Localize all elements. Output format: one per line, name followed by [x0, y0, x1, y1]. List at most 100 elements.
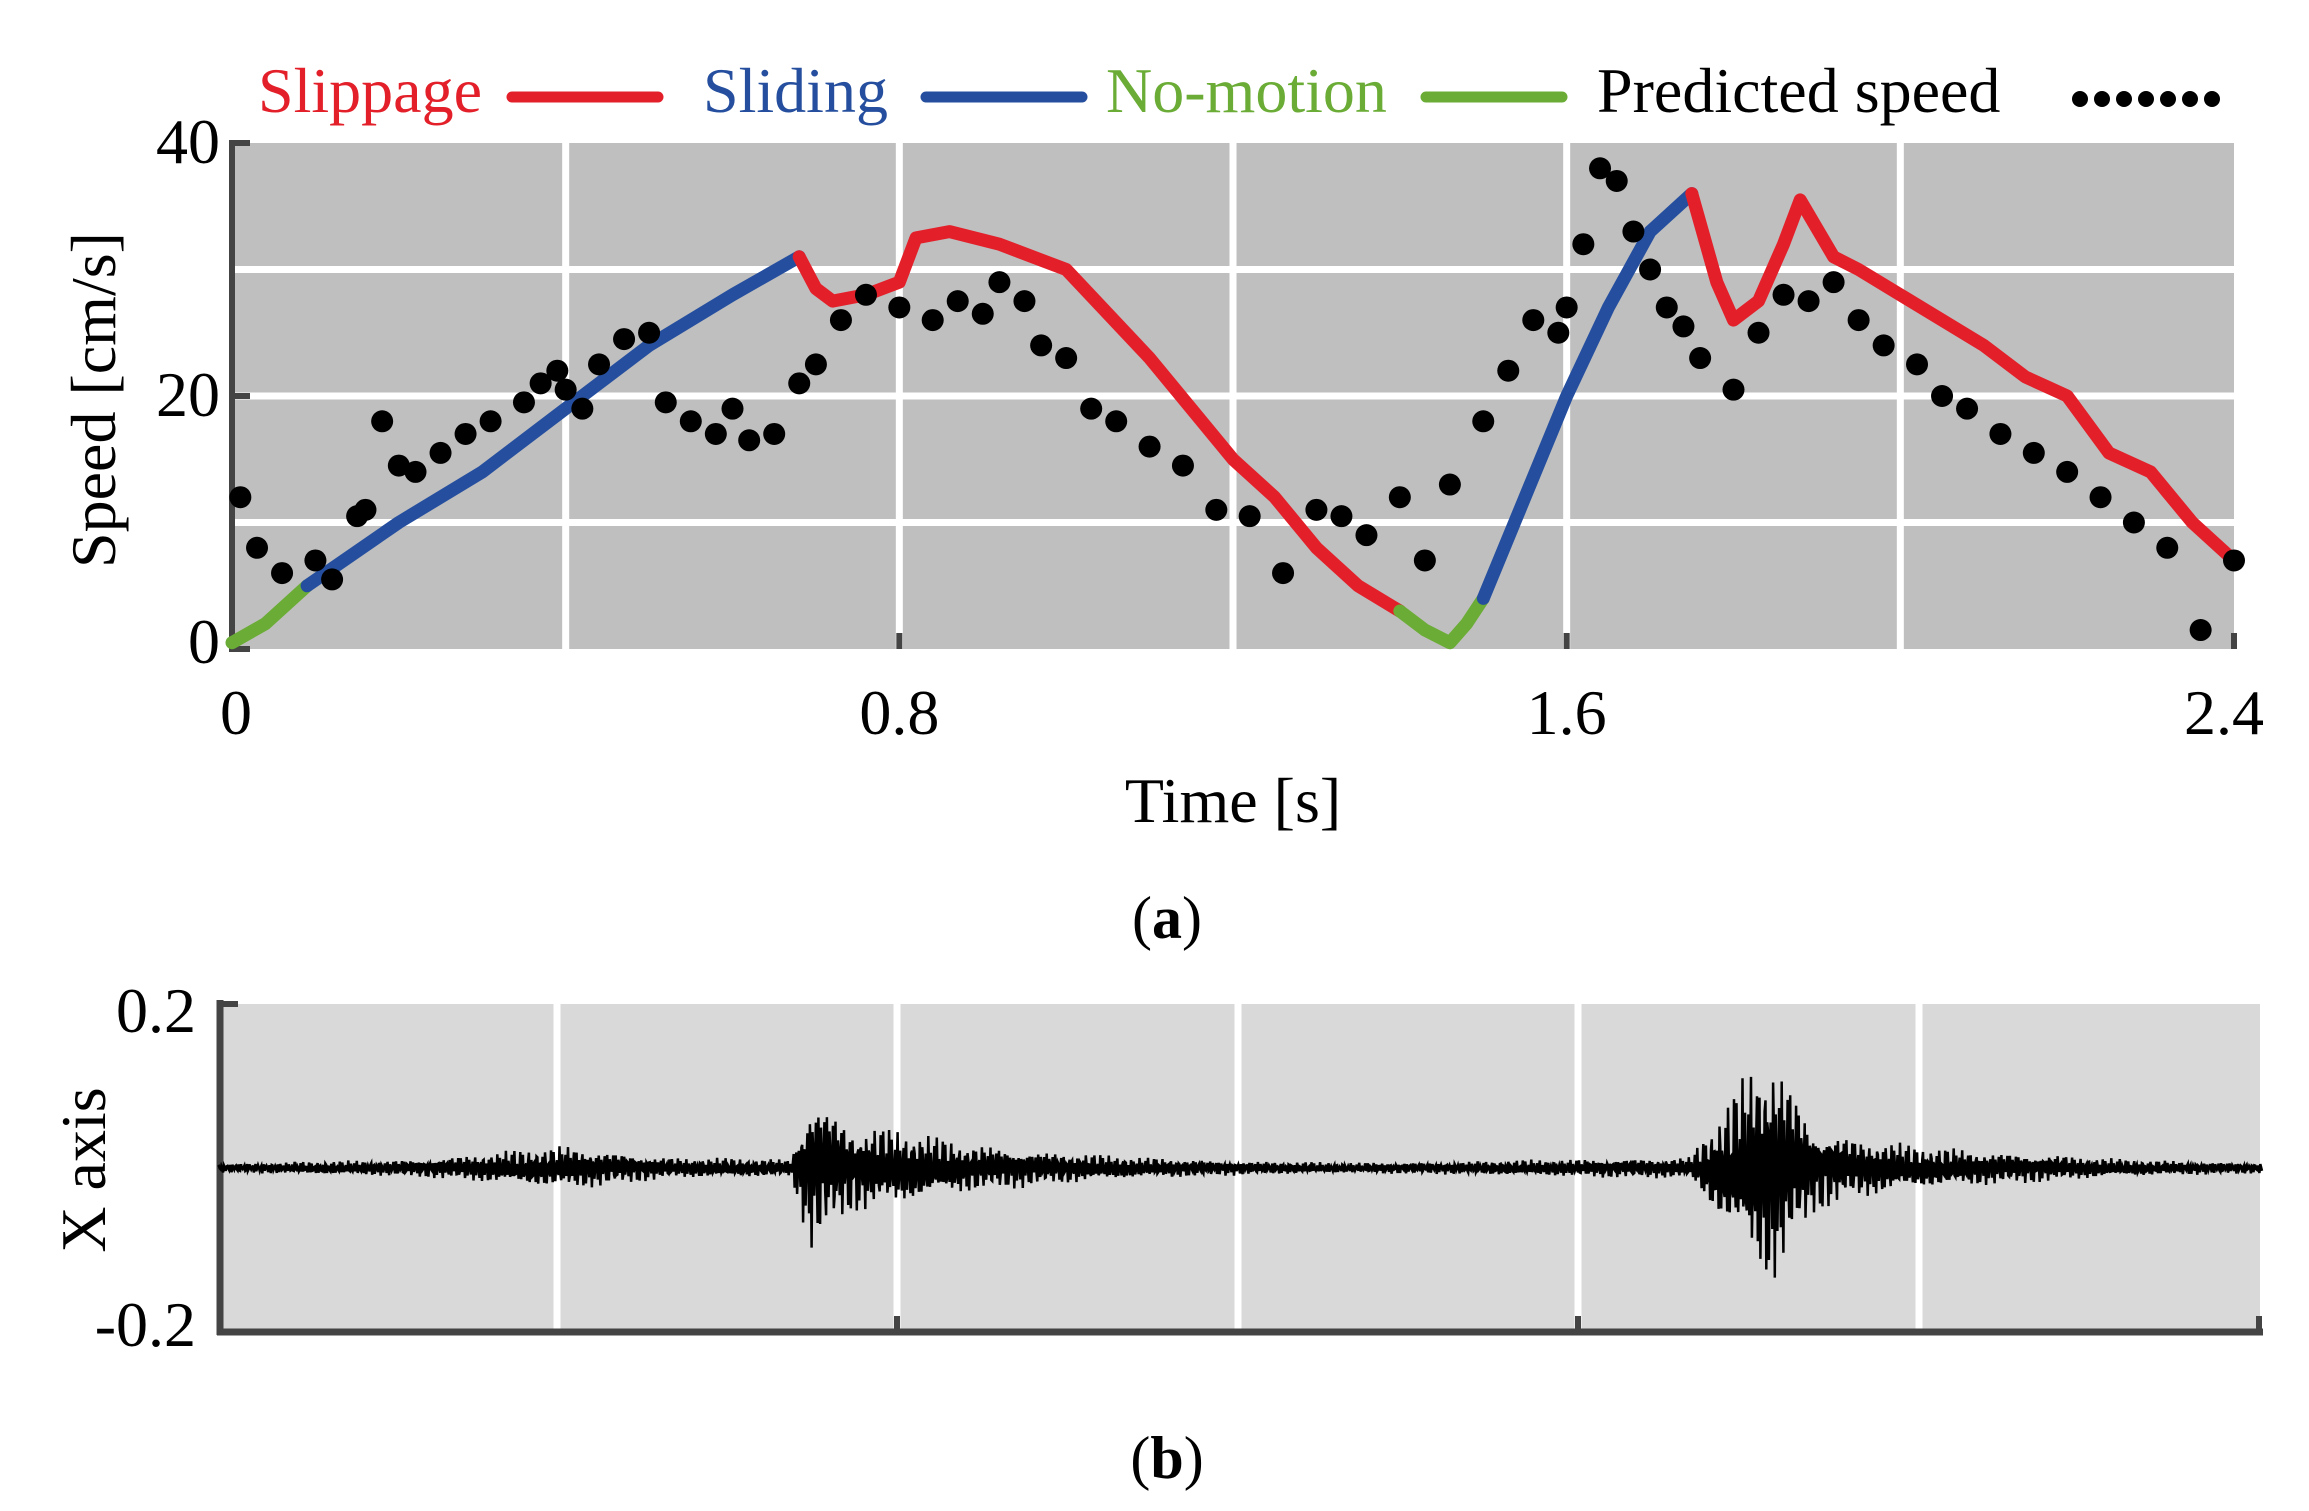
predicted-speed-point: [1055, 347, 1078, 370]
predicted-speed-point: [1030, 334, 1053, 357]
legend-dot: [2072, 91, 2088, 107]
x-axis-vibration-signal: [217, 1076, 2264, 1278]
predicted-speed-point: [704, 422, 727, 445]
predicted-speed-point: [1639, 258, 1662, 281]
predicted-speed-point: [1205, 498, 1228, 521]
legend-dot: [2094, 91, 2110, 107]
predicted-speed-point: [788, 372, 811, 395]
series-sliding: [1476, 187, 1699, 605]
predicted-speed-point: [1872, 334, 1895, 357]
series-no-motion: [1393, 591, 1490, 650]
legend-swatch-predicted-speed: [2072, 91, 2220, 107]
predicted-speed-point: [1589, 157, 1612, 180]
predicted-speed-point: [1472, 410, 1495, 433]
predicted-speed-point: [246, 536, 269, 559]
caption-b: (b): [1130, 1425, 1203, 1491]
predicted-speed-point: [1605, 169, 1628, 192]
predicted-speed-point: [679, 410, 702, 433]
legend-label-slippage: Slippage: [258, 55, 482, 126]
predicted-speed-point: [1138, 435, 1161, 458]
predicted-speed-point: [1522, 309, 1545, 332]
series-slippage: [1685, 187, 2241, 567]
predicted-speed-point: [1547, 321, 1570, 344]
predicted-speed-point: [1689, 347, 1712, 370]
predicted-speed-point: [2223, 549, 2245, 572]
y-tick-label: 0.2: [116, 975, 196, 1046]
predicted-speed-point: [429, 441, 452, 464]
speed-chart-series: [225, 187, 2241, 650]
predicted-speed-point: [546, 359, 569, 382]
predicted-speed-point: [888, 296, 911, 319]
legend-label-no-motion: No-motion: [1106, 55, 1387, 126]
predicted-speed-point: [1272, 562, 1295, 585]
speed-chart-y-axis-label: Speed [cm/s]: [58, 232, 129, 568]
x-axis-vibration-chart: -0.2 0.2 X axis (b): [48, 975, 2264, 1491]
predicted-speed-point: [1572, 233, 1595, 256]
predicted-speed-point: [1388, 486, 1411, 509]
speed-chart-legend: Slippage Sliding No-motion Predicted spe…: [258, 55, 2220, 126]
predicted-speed-point: [613, 328, 636, 351]
y-tick-label: 40: [156, 106, 220, 177]
y-tick-label: 20: [156, 359, 220, 430]
predicted-speed-point: [1413, 549, 1436, 572]
predicted-speed-point: [2189, 619, 2212, 642]
predicted-speed-point: [1305, 498, 1328, 521]
predicted-speed-point: [1747, 321, 1770, 344]
predicted-speed-point: [271, 562, 294, 585]
predicted-speed-point: [1655, 296, 1678, 319]
legend-dot: [2182, 91, 2198, 107]
predicted-speed-point: [1355, 524, 1378, 547]
predicted-speed-point: [2056, 460, 2079, 483]
predicted-speed-point: [1105, 410, 1128, 433]
legend-dot: [2160, 91, 2176, 107]
predicted-speed-point: [971, 302, 994, 325]
predicted-speed-point: [1772, 283, 1795, 306]
series-slippage: [792, 225, 1407, 618]
predicted-speed-point: [588, 353, 611, 376]
predicted-speed-point: [988, 271, 1011, 294]
predicted-speed-point: [1722, 378, 1745, 401]
predicted-speed-point: [2122, 511, 2145, 534]
predicted-speed-point: [1497, 359, 1520, 382]
predicted-speed-point: [1906, 353, 1929, 376]
predicted-speed-point: [921, 309, 944, 332]
legend-dot: [2204, 91, 2220, 107]
series-no-motion: [225, 579, 314, 650]
predicted-speed-point: [387, 454, 410, 477]
predicted-speed-point: [529, 372, 552, 395]
predicted-speed-point: [738, 429, 761, 452]
predicted-speed-point: [1438, 473, 1461, 496]
predicted-speed-point: [454, 422, 477, 445]
predicted-speed-dots: [229, 157, 2245, 642]
predicted-speed-point: [829, 309, 852, 332]
predicted-speed-point: [479, 410, 502, 433]
speed-chart: 0 20 40 0 0.8 1.6 2.4 Time [s] Speed [cm/s] S…: [58, 55, 2264, 951]
predicted-speed-point: [1672, 315, 1695, 338]
predicted-speed-point: [571, 397, 594, 420]
legend-label-predicted-speed: Predicted speed: [1597, 55, 2000, 126]
predicted-speed-point: [321, 568, 344, 591]
predicted-speed-point: [512, 391, 535, 414]
x-tick-label: 0.8: [859, 677, 939, 748]
predicted-speed-point: [638, 321, 661, 344]
predicted-speed-point: [2156, 536, 2179, 559]
predicted-speed-point: [229, 486, 252, 509]
predicted-speed-point: [763, 422, 786, 445]
predicted-speed-point: [371, 410, 394, 433]
series-sliding: [300, 250, 806, 593]
y-tick-label: 0: [188, 606, 220, 677]
speed-chart-x-axis-label: Time [s]: [1125, 765, 1341, 836]
predicted-speed-point: [854, 283, 877, 306]
predicted-speed-point: [654, 391, 677, 414]
predicted-speed-point: [1822, 271, 1845, 294]
predicted-speed-point: [2022, 441, 2045, 464]
predicted-speed-point: [946, 290, 969, 313]
legend-label-sliding: Sliding: [703, 55, 888, 126]
x-tick-label: 2.4: [2184, 677, 2264, 748]
predicted-speed-point: [1622, 220, 1645, 243]
predicted-speed-point: [1013, 290, 1036, 313]
speed-chart-y-ticks: 0 20 40: [156, 106, 250, 677]
predicted-speed-point: [354, 498, 377, 521]
predicted-speed-point: [804, 353, 827, 376]
